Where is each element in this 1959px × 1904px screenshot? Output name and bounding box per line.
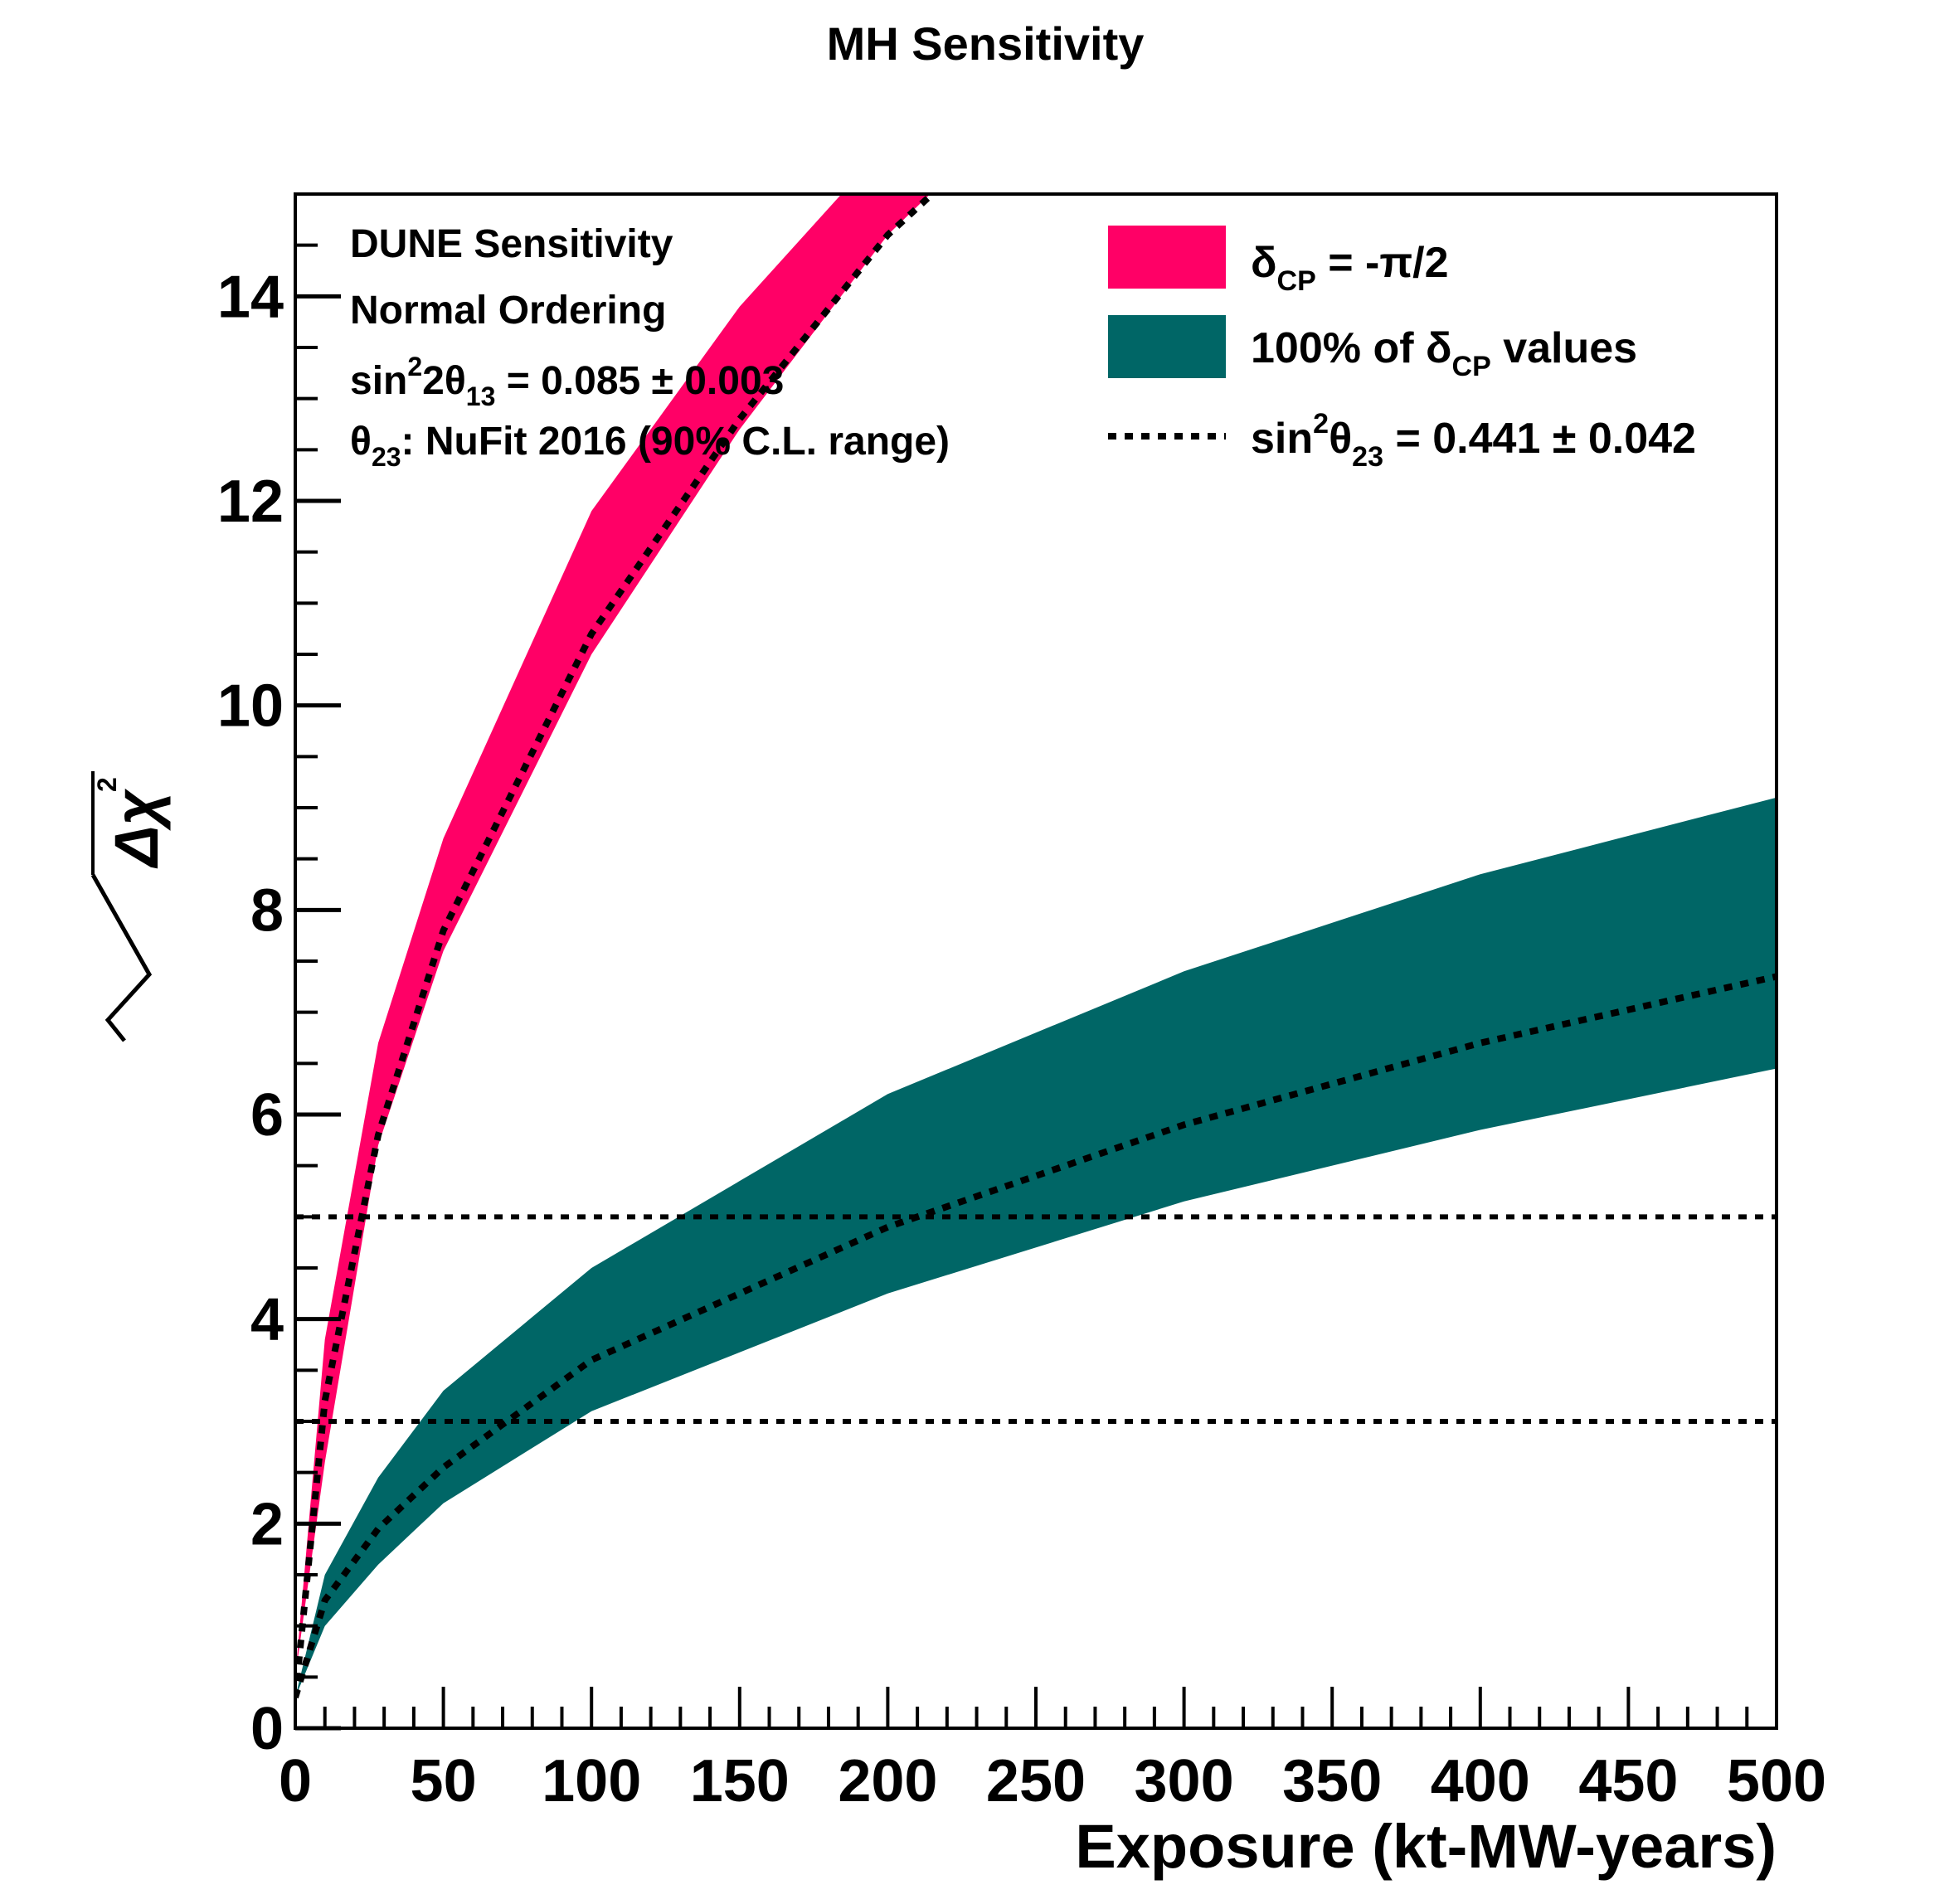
y-tick-label: 12 [217, 469, 284, 535]
x-tick-label: 200 [838, 1748, 937, 1814]
y-tick-label: 6 [250, 1082, 284, 1149]
y-tick-label: 0 [250, 1696, 284, 1762]
legend-swatch-all-dcp [1108, 315, 1226, 378]
y-tick-label: 2 [250, 1491, 284, 1557]
x-tick-label: 450 [1578, 1748, 1678, 1814]
dotted-curve-series-2 [295, 194, 935, 1698]
x-tick-label: 400 [1431, 1748, 1530, 1814]
radical-sign [90, 873, 153, 1042]
legend-label-dcp-minus-pi-half: δCP = -π/2 [1251, 239, 1449, 297]
y-tick-label: 8 [250, 877, 284, 944]
band-series-0 [295, 194, 931, 1678]
x-tick-label: 500 [1727, 1748, 1826, 1814]
annotation-line-3: sin22θ13 = 0.085 ± 0.003 [350, 352, 784, 411]
y-tick-label: 4 [250, 1287, 284, 1353]
y-axis-label-text: Δχ [102, 788, 171, 869]
legend-swatch-dcp-minus-pi-half [1108, 226, 1226, 289]
y-axis-label-exponent: 2 [92, 777, 122, 792]
annotation-line-2: Normal Ordering [350, 289, 666, 333]
x-tick-label: 50 [411, 1748, 477, 1814]
legend-label-all-dcp: 100% of δCP values [1251, 324, 1637, 382]
annotation-line-4: θ23: NuFit 2016 (90% C.L. range) [350, 420, 950, 472]
y-axis-label: Δχ 2 [90, 771, 171, 1042]
x-tick-label: 100 [542, 1748, 641, 1814]
x-tick-label: 0 [279, 1748, 312, 1814]
legend: δCP = -π/2 100% of δCP values sin2θ23 = … [1108, 226, 1696, 473]
x-tick-label: 300 [1135, 1748, 1234, 1814]
x-tick-label: 150 [690, 1748, 790, 1814]
legend-label-theta23: sin2θ23 = 0.441 ± 0.042 [1251, 408, 1696, 473]
chart-title: MH Sensitivity [827, 17, 1145, 70]
annotation-block: DUNE Sensitivity Normal Ordering sin22θ1… [350, 222, 950, 472]
annotation-line-1: DUNE Sensitivity [350, 222, 673, 266]
y-tick-label: 14 [217, 264, 284, 330]
x-axis-label: Exposure (kt-MW-years) [1075, 1812, 1777, 1881]
band-series-1 [295, 797, 1777, 1698]
x-tick-label: 250 [986, 1748, 1086, 1814]
x-tick-label: 350 [1282, 1748, 1382, 1814]
y-tick-label: 10 [217, 673, 284, 740]
